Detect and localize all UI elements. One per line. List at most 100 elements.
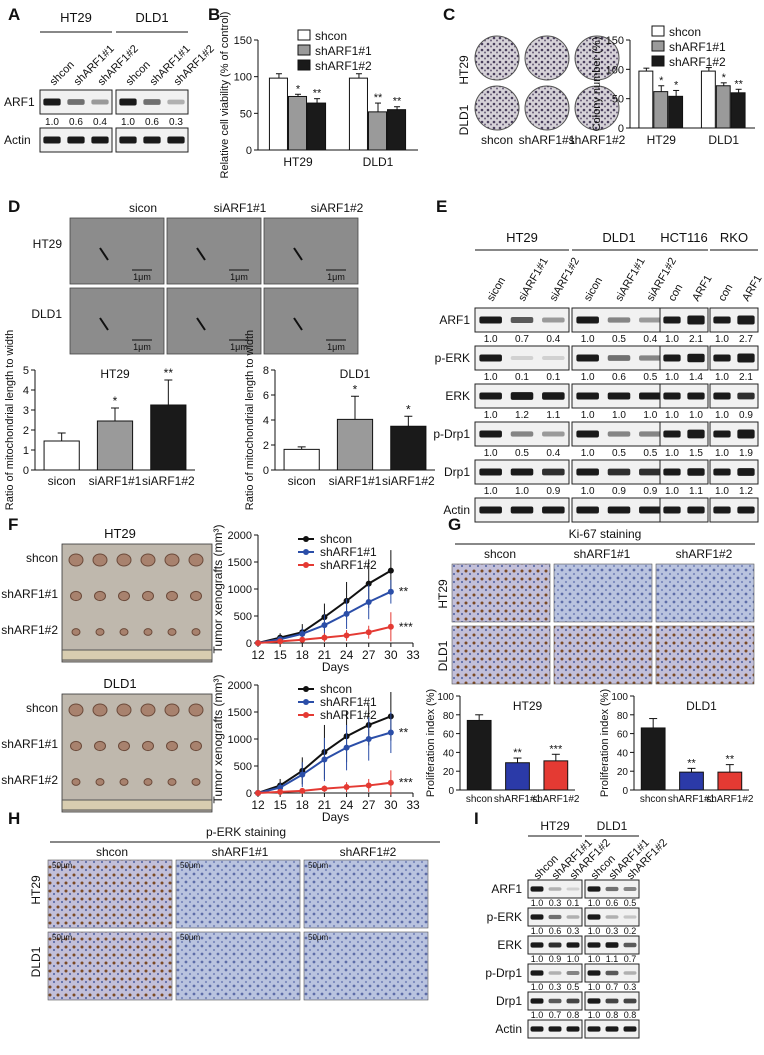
legend-B-swatch	[297, 29, 311, 41]
em-image	[263, 287, 359, 355]
blot-E-Drp1-band	[663, 468, 681, 476]
blot-E-ARF1-band	[639, 317, 662, 323]
blot-E-ERK-band	[639, 392, 662, 400]
chart-C-bar	[730, 92, 746, 129]
panel-A: HT29shconshARF1#1shARF1#2DLD1shconshARF1…	[4, 10, 217, 153]
tumor	[190, 590, 202, 602]
row-label: shcon	[26, 551, 58, 565]
chart-G1-ytick-label: 100	[437, 692, 454, 703]
blot-E-ARF1-band	[663, 316, 681, 324]
chart-D1-ytick-label: 1	[23, 445, 29, 457]
chart-C-ytick-label: 0	[618, 123, 624, 135]
row-label: shcon	[26, 701, 58, 715]
tumor	[143, 778, 153, 786]
quant-value: 0.3	[606, 926, 619, 936]
row-label: ARF1	[439, 313, 470, 327]
scale-label: 1μm	[230, 272, 248, 282]
scale-label: 1μm	[230, 342, 248, 352]
chart-F1-ytick-label: 0	[246, 638, 252, 650]
row-label: HT29	[29, 875, 43, 905]
tumor	[140, 703, 156, 717]
quant-value: 1.0	[665, 334, 679, 345]
chart-F2-xtick-label: 12	[251, 798, 265, 812]
blot-I-ARF1-band	[530, 886, 544, 892]
blot-E-ERK-band	[479, 392, 502, 400]
chart-D2-category: siARF1#2	[382, 474, 435, 488]
lane-label: con	[666, 282, 685, 303]
chart-F1-ytick-label: 2000	[228, 530, 252, 542]
arrow-mark	[196, 247, 206, 261]
blot-A-ARF1-band	[143, 99, 161, 105]
tumor	[71, 778, 81, 786]
blot-A-Actin-band	[67, 136, 85, 144]
quant-value: 1.0	[581, 372, 595, 383]
legend-C-entry: shcon	[669, 25, 701, 39]
chart-D2-sig: *	[406, 402, 411, 416]
panel-label-B: B	[208, 5, 220, 24]
chart-D1-category: siARF1#2	[142, 474, 195, 488]
tumor	[191, 628, 201, 636]
chart-G2-category: shARF1#2	[706, 794, 754, 805]
blot-I-p-Drp1-band	[605, 970, 619, 976]
chart-D1-sig: *	[113, 394, 118, 408]
quant-value: 0.3	[169, 117, 183, 128]
chart-B-bar	[367, 111, 388, 151]
ihc-image	[451, 625, 551, 685]
chart-D1-ytick-label: 4	[23, 385, 29, 397]
quant-value: 1.0	[665, 372, 679, 383]
chart-F1-legend-entry: shARF1#1	[320, 545, 377, 559]
row-label: HT29	[33, 237, 63, 251]
chart-F1-point	[321, 622, 328, 629]
chart-B-bar	[307, 102, 327, 151]
chart-G1-category: shcon	[466, 794, 493, 805]
quant-value: 0.7	[549, 1010, 562, 1020]
blot-I-Actin-band	[566, 1026, 580, 1032]
panel-label-F: F	[8, 515, 18, 534]
quant-value: 0.1	[567, 898, 580, 908]
chart-F1-xtick-label: 24	[340, 648, 354, 662]
chart-G2-bar	[640, 727, 666, 791]
cell-line-label: HT29	[540, 819, 570, 833]
chart-G2-ylabel: Proliferation index (%)	[599, 689, 611, 797]
chart-D2-ytick-label: 0	[263, 465, 269, 477]
chart-D1-ytick-label: 3	[23, 405, 29, 417]
chart-F1-point	[255, 640, 261, 646]
blot-E-p-ERK-band	[576, 354, 599, 362]
chart-F2-point	[365, 736, 372, 742]
blot-E-p-Drp1-band	[542, 431, 565, 437]
quant-value: 1.0	[484, 372, 498, 383]
tumor	[95, 778, 105, 786]
chart-B-sig: **	[313, 88, 322, 100]
ihc-image	[655, 625, 755, 685]
chart-D2-category: sicon	[288, 474, 316, 488]
quant-value: 1.2	[739, 486, 753, 497]
blot-I-ARF1-band	[605, 886, 619, 892]
blot-I-ERK-band	[623, 942, 637, 948]
quant-value: 1.0	[581, 448, 595, 459]
quant-value: 1.0	[715, 372, 729, 383]
col-label: shARF1#1	[574, 547, 631, 561]
row-label: shARF1#2	[1, 773, 58, 787]
chart-G2-sig: **	[687, 757, 696, 769]
col-label: siARF1#2	[311, 201, 364, 215]
quant-value: 1.0	[612, 410, 626, 421]
chart-F1-legend-marker	[303, 549, 309, 555]
blot-I-p-ERK-band	[530, 914, 544, 920]
cell-line-label: DLD1	[135, 10, 168, 25]
tumor	[190, 740, 202, 752]
scale-label: 50μm	[308, 861, 329, 870]
quant-value: 1.0	[581, 486, 595, 497]
chart-B-bar	[268, 77, 288, 151]
scale-label: 50μm	[308, 933, 329, 942]
legend-C-swatch	[651, 40, 665, 52]
quant-value: 1.0	[588, 982, 601, 992]
em-image	[69, 217, 165, 285]
blot-E-p-ERK-band	[479, 354, 502, 362]
blot-E-p-Drp1-band	[639, 431, 662, 437]
chart-F1-legend-entry: shARF1#2	[320, 558, 377, 572]
chart-F1-legend-marker	[303, 536, 309, 542]
quant-value: 0.5	[643, 448, 657, 459]
blot-E-ERK-band	[576, 392, 599, 400]
tumor	[92, 703, 108, 717]
lane-label: sicon	[582, 275, 605, 303]
